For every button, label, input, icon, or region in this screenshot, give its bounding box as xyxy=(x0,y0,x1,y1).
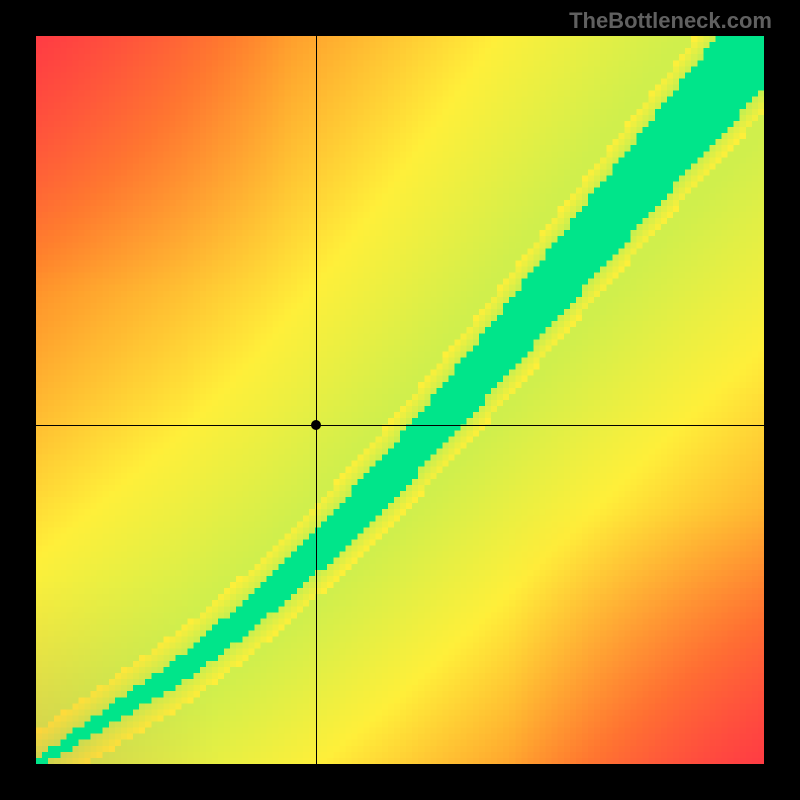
crosshair-horizontal xyxy=(36,425,764,426)
chart-container: TheBottleneck.com xyxy=(0,0,800,800)
crosshair-marker xyxy=(311,420,321,430)
watermark-text: TheBottleneck.com xyxy=(569,8,772,34)
crosshair-vertical xyxy=(316,36,317,764)
bottleneck-heatmap xyxy=(36,36,764,764)
plot-area xyxy=(36,36,764,764)
